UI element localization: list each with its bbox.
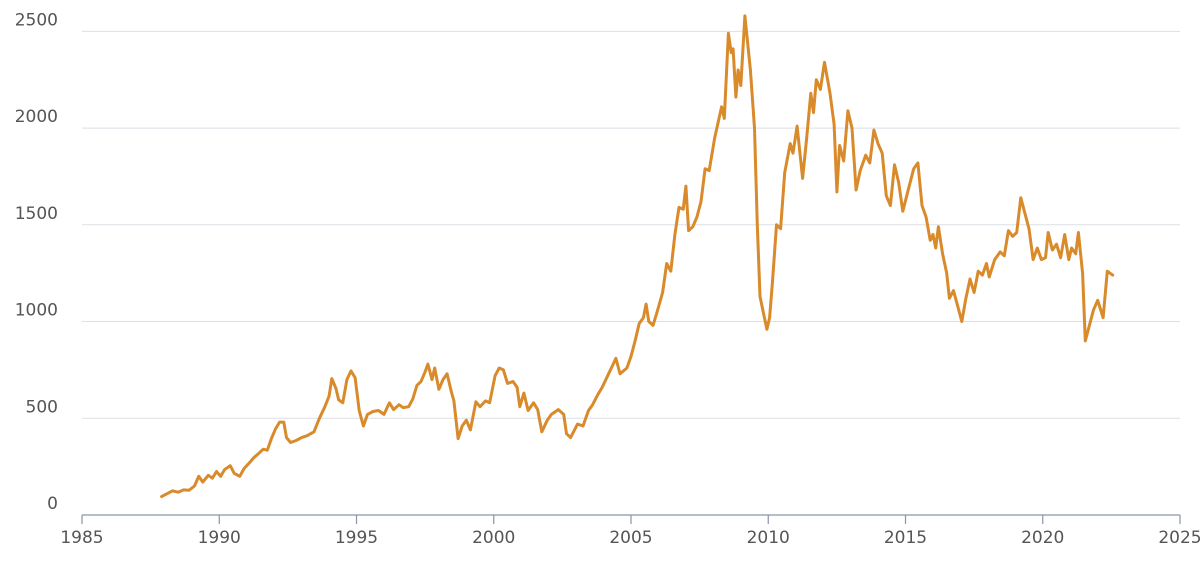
y-tick-label: 1500 (15, 204, 58, 224)
x-tick-label: 2010 (747, 528, 790, 548)
x-tick-label: 1995 (335, 528, 378, 548)
series-line (160, 14, 1115, 499)
x-tick-label: 2000 (472, 528, 515, 548)
x-axis-tick-labels: 1985 1990 1995 2000 2005 2010 2015 2020 2025 (60, 528, 1200, 548)
y-tick-label: 500 (26, 397, 58, 417)
x-tick-label: 1990 (198, 528, 241, 548)
grid-lines (82, 30, 1180, 419)
x-tick-label: 2025 (1158, 528, 1200, 548)
y-tick-label: 2000 (15, 107, 58, 127)
x-axis (81, 514, 1181, 524)
x-tick-label: 2005 (609, 528, 652, 548)
y-axis-tick-labels: 0 500 1000 1500 2000 2500 (15, 10, 58, 514)
y-tick-label: 1000 (15, 301, 58, 321)
x-tick-label: 1985 (60, 528, 103, 548)
y-tick-label: 2500 (15, 10, 58, 30)
y-tick-label: 0 (47, 494, 58, 514)
series-layer (160, 14, 1115, 499)
x-tick-label: 2020 (1021, 528, 1064, 548)
x-tick-label: 2015 (884, 528, 927, 548)
